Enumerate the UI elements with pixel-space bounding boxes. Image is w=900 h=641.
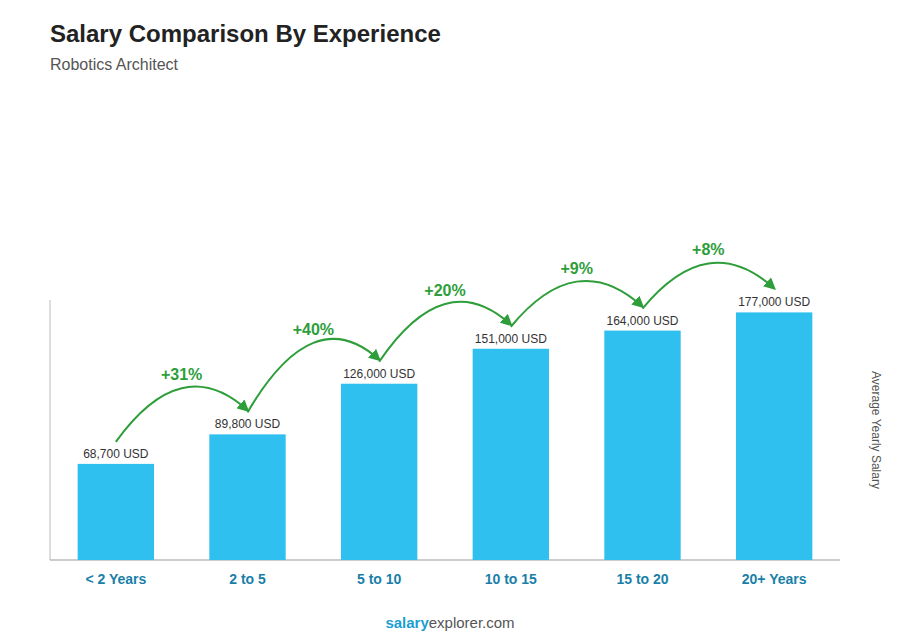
bar xyxy=(473,349,549,560)
bar xyxy=(736,312,812,560)
change-arrow xyxy=(511,281,643,327)
x-tick-label: 15 to 20 xyxy=(616,571,668,587)
watermark-part: explorer.com xyxy=(429,614,515,631)
chart-container: Salary Comparison By Experience Robotics … xyxy=(0,0,900,641)
x-tick-label: 5 to 10 xyxy=(357,571,402,587)
annotation: +31% xyxy=(161,366,202,383)
data-label: 68,700 USD xyxy=(83,447,149,461)
annotation: +9% xyxy=(560,260,592,277)
subtitle: Robotics Architect xyxy=(50,56,179,73)
data-label: 164,000 USD xyxy=(606,314,678,328)
data-label: 89,800 USD xyxy=(215,417,281,431)
x-tick-label: 10 to 15 xyxy=(485,571,537,587)
data-label: 177,000 USD xyxy=(738,295,810,309)
annotation: +8% xyxy=(692,241,724,258)
bar xyxy=(604,331,680,560)
chart-svg: Salary Comparison By Experience Robotics … xyxy=(0,0,900,641)
x-tick-label: 2 to 5 xyxy=(229,571,266,587)
data-label: 151,000 USD xyxy=(475,332,547,346)
change-arrow xyxy=(379,302,511,362)
x-tick-label: 20+ Years xyxy=(742,571,807,587)
bar xyxy=(341,384,417,560)
bar xyxy=(209,434,285,560)
change-arrow xyxy=(116,387,248,442)
y-axis-label: Average Yearly Salary xyxy=(869,371,883,489)
watermark: salaryexplorer.com xyxy=(385,614,514,631)
change-arrow xyxy=(643,263,775,309)
data-label: 126,000 USD xyxy=(343,367,415,381)
title: Salary Comparison By Experience xyxy=(50,20,441,47)
watermark-part: salary xyxy=(385,614,429,631)
change-arrow xyxy=(248,339,380,412)
annotation: +20% xyxy=(424,282,465,299)
bar xyxy=(78,464,154,560)
x-axis-line xyxy=(50,560,840,561)
x-tick-label: < 2 Years xyxy=(85,571,146,587)
annotation: +40% xyxy=(293,321,334,338)
y-axis-line xyxy=(50,300,51,560)
bars xyxy=(78,312,813,560)
